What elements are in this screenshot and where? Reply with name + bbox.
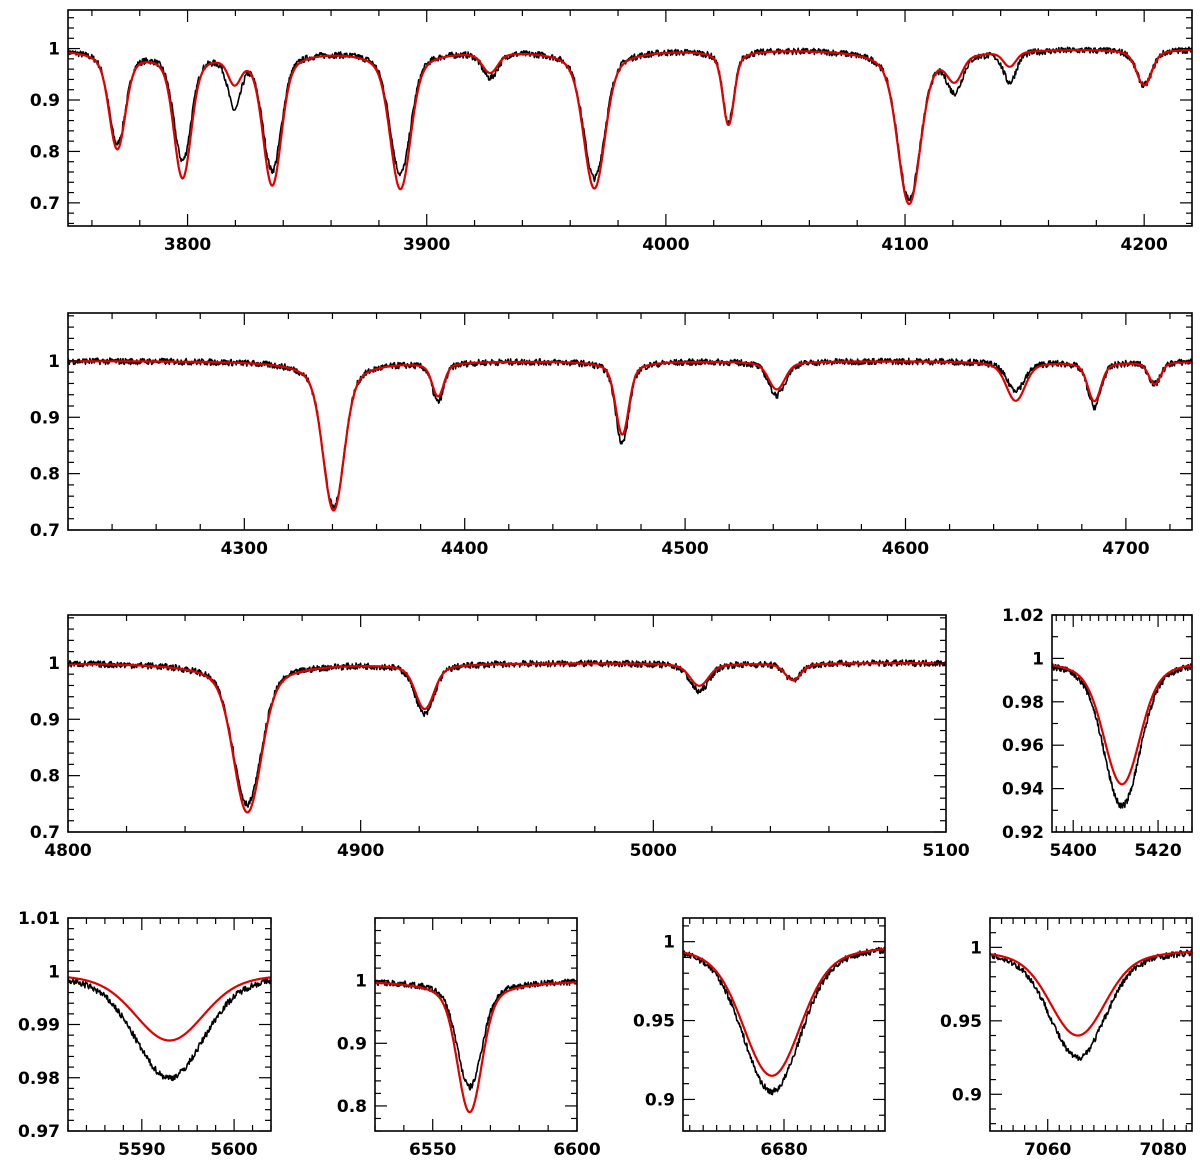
x-tick-label: 5600 — [210, 1140, 257, 1160]
y-tick-label: 0.7 — [30, 194, 60, 214]
x-tick-label: 7080 — [1139, 1140, 1186, 1160]
y-tick-label: 1 — [48, 352, 60, 372]
y-tick-label: 0.9 — [30, 710, 60, 730]
y-tick-label: 0.92 — [1002, 823, 1044, 843]
panel-6: 6550 6600 0.8 0.9 1 — [337, 917, 601, 1160]
y-tick-label: 0.7 — [30, 823, 60, 843]
x-tick-label: 6550 — [409, 1140, 456, 1160]
y-tick-label: 1 — [970, 938, 982, 958]
x-tick-label: 4800 — [44, 841, 91, 861]
model-spectrum-line — [990, 950, 1192, 1037]
y-tick-label: 0.9 — [30, 408, 60, 428]
panel-frame — [67, 614, 947, 833]
x-tick-label: 5000 — [630, 841, 677, 861]
y-tick-label: 0.8 — [30, 142, 60, 162]
panel-frame — [67, 917, 272, 1132]
x-tick-label: 4700 — [1102, 539, 1149, 559]
x-tick-label: 4400 — [441, 539, 488, 559]
panel-frame — [682, 917, 886, 1132]
observed-spectrum-line — [990, 949, 1192, 1061]
y-tick-label: 1 — [48, 654, 60, 674]
y-tick-label: 0.96 — [1002, 736, 1044, 756]
y-tick-label: 1 — [48, 962, 60, 982]
y-tick-label: 0.7 — [30, 521, 60, 541]
model-spectrum-line — [68, 662, 946, 814]
y-tick-label: 0.97 — [18, 1122, 60, 1142]
model-spectrum-line — [375, 981, 577, 1114]
x-tick-label: 5590 — [118, 1140, 165, 1160]
y-tick-label: 1.02 — [1002, 606, 1044, 626]
y-tick-label: 0.8 — [30, 767, 60, 787]
y-tick-label: 1 — [663, 933, 675, 953]
model-spectrum-line — [1052, 664, 1192, 786]
observed-spectrum-line — [1052, 663, 1192, 809]
model-spectrum-line — [68, 360, 1192, 512]
panel-frame — [1051, 614, 1193, 833]
model-spectrum-line — [68, 976, 271, 1042]
x-tick-label: 3900 — [403, 235, 450, 255]
y-tick-label: 0.8 — [30, 465, 60, 485]
y-tick-label: 0.9 — [645, 1090, 675, 1110]
panel-frame — [67, 9, 1193, 227]
panel-3: 4800 4900 5000 5100 0.7 0.8 0.9 1 — [30, 614, 970, 861]
panel-7: 6680 0.9 0.95 1 — [633, 917, 886, 1160]
x-tick-label: 5100 — [922, 841, 969, 861]
y-tick-label: 0.9 — [952, 1085, 982, 1105]
x-tick-label: 5420 — [1134, 841, 1181, 861]
y-tick-label: 0.99 — [18, 1016, 60, 1036]
observed-spectrum-line — [68, 357, 1192, 510]
model-spectrum-line — [68, 48, 1192, 206]
x-tick-label: 4100 — [881, 235, 928, 255]
panel-frame — [374, 917, 578, 1132]
x-tick-label: 4900 — [337, 841, 384, 861]
y-tick-label: 0.9 — [30, 91, 60, 111]
panel-4: 5400 5420 0.92 0.94 0.96 0.98 1 1.02 — [1002, 606, 1193, 861]
x-tick-label: 4000 — [642, 235, 689, 255]
y-tick-label: 0.9 — [337, 1034, 367, 1054]
panel-8: 7060 7080 0.9 0.95 1 — [940, 917, 1193, 1160]
panel-5: 5590 5600 0.97 0.98 0.99 1 1.01 — [18, 909, 272, 1160]
y-tick-label: 0.95 — [940, 1012, 982, 1032]
y-tick-label: 1 — [355, 972, 367, 992]
y-tick-label: 0.98 — [1002, 693, 1044, 713]
y-tick-label: 0.8 — [337, 1097, 367, 1117]
y-tick-label: 1 — [1032, 649, 1044, 669]
y-tick-label: 0.94 — [1002, 780, 1044, 800]
x-tick-label: 7060 — [1024, 1140, 1071, 1160]
x-tick-label: 4600 — [882, 539, 929, 559]
observed-spectrum-line — [375, 978, 577, 1091]
x-tick-label: 4200 — [1121, 235, 1168, 255]
observed-spectrum-line — [68, 46, 1192, 202]
y-tick-label: 0.98 — [18, 1069, 60, 1089]
y-tick-label: 1.01 — [18, 909, 60, 929]
observed-spectrum-line — [68, 659, 946, 808]
panel-2: 4300 4400 4500 4600 4700 0.7 0.8 0.9 1 — [30, 312, 1193, 559]
x-tick-label: 4500 — [661, 539, 708, 559]
model-spectrum-line — [683, 947, 885, 1077]
x-tick-label: 5400 — [1050, 841, 1097, 861]
panel-frame — [989, 917, 1193, 1132]
x-tick-label: 6600 — [553, 1140, 600, 1160]
observed-spectrum-line — [68, 977, 271, 1082]
y-tick-label: 1 — [48, 40, 60, 60]
x-tick-label: 6680 — [760, 1140, 807, 1160]
x-tick-label: 4300 — [221, 539, 268, 559]
panel-1: 3800 3900 4000 4100 4200 0.7 0.8 0.9 1 — [30, 9, 1193, 255]
panel-frame — [67, 312, 1193, 531]
x-tick-label: 3800 — [164, 235, 211, 255]
y-tick-label: 0.95 — [633, 1012, 675, 1032]
